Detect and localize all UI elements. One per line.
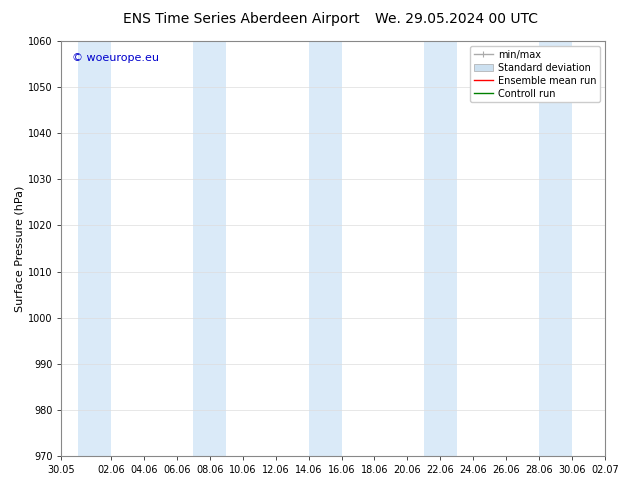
Text: © woeurope.eu: © woeurope.eu bbox=[72, 53, 159, 64]
Bar bbox=[78, 41, 111, 456]
Text: We. 29.05.2024 00 UTC: We. 29.05.2024 00 UTC bbox=[375, 12, 538, 26]
Bar bbox=[193, 41, 226, 456]
Bar bbox=[424, 41, 457, 456]
Bar bbox=[540, 41, 572, 456]
Bar bbox=[309, 41, 342, 456]
Y-axis label: Surface Pressure (hPa): Surface Pressure (hPa) bbox=[15, 185, 25, 312]
Text: ENS Time Series Aberdeen Airport: ENS Time Series Aberdeen Airport bbox=[122, 12, 359, 26]
Legend: min/max, Standard deviation, Ensemble mean run, Controll run: min/max, Standard deviation, Ensemble me… bbox=[470, 46, 600, 102]
